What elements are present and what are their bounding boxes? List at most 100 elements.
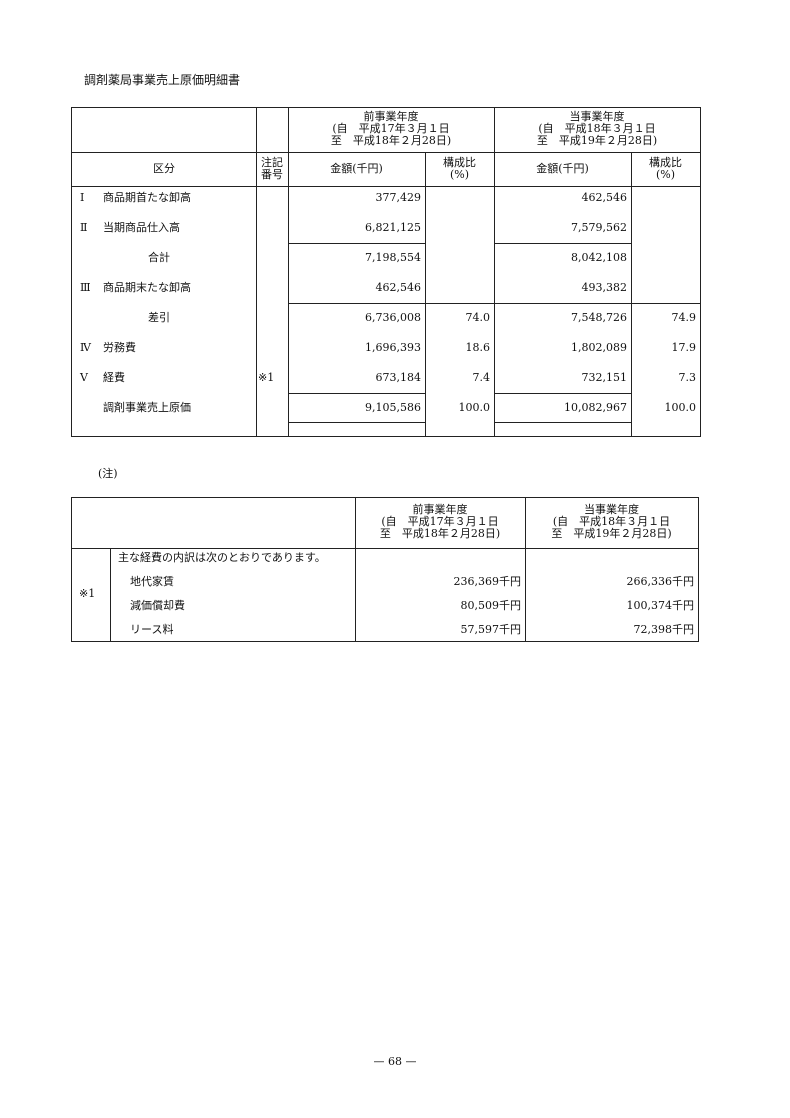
row-label: 差引 [148,311,170,324]
prev-ratio: 100.0 [458,401,491,414]
row-number: Ⅴ [80,371,88,384]
curr-ratio: 17.9 [671,341,697,354]
divider [631,152,632,436]
prev-amount: 6,736,008 [365,311,421,324]
period-from: (自 平成18年３月１日 [552,515,671,528]
prev-period-header: 前事業年度 (自 平成17年３月１日 至 平成18年２月28日) [355,504,525,540]
period-from: (自 平成17年３月１日 [332,122,450,135]
curr-amount: 7,579,562 [571,221,627,234]
period-to: 至 平成19年２月28日) [551,527,672,540]
col-prev-ratio: 構成比 (%) [425,157,494,181]
row-label: 経費 [103,371,125,384]
row-label: 調剤事業売上原価 [103,401,191,414]
row-number: Ⅰ [80,191,85,204]
prev-value: 236,369千円 [453,575,522,588]
prev-amount: 7,198,554 [365,251,421,264]
curr-ratio: 100.0 [664,401,697,414]
period-label: 前事業年度 [412,503,468,516]
col-curr-amount: 金額(千円) [536,162,589,175]
curr-amount: 462,546 [581,191,628,204]
note-intro: 主な経費の内訳は次のとおりであります。 [118,551,326,564]
row-label: 減価償却費 [130,599,185,612]
prev-value: 57,597千円 [460,623,522,636]
divider [72,548,698,549]
curr-amount: 1,802,089 [571,341,627,354]
table1-border [71,107,701,437]
document-title: 調剤薬局事業売上原価明細書 [84,73,241,87]
divider [525,498,526,641]
curr-period-header: 当事業年度 (自 平成18年３月１日 至 平成19年２月28日) [494,111,700,147]
divider [110,548,111,641]
col-curr-ratio: 構成比 (%) [631,157,700,181]
divider [425,152,426,436]
prev-ratio: 18.6 [465,341,491,354]
prev-amount: 9,105,586 [365,401,421,414]
row-number: Ⅲ [80,281,91,294]
row-number: Ⅳ [80,341,91,354]
curr-value: 72,398千円 [633,623,695,636]
row-label: 商品期末たな卸高 [103,281,191,294]
period-label: 当事業年度 [569,110,625,123]
prev-ratio: 7.4 [472,371,491,384]
col-ratio-line: 構成比 [443,156,476,169]
period-to: 至 平成18年２月28日) [330,134,452,147]
prev-ratio: 74.0 [465,311,491,324]
divider [494,393,631,394]
row-note: ※1 [258,371,275,384]
note-mark: ※1 [79,587,96,600]
divider [288,422,425,423]
col-ratio-line: (%) [449,168,470,181]
curr-amount: 10,082,967 [564,401,627,414]
col-note-line: 注記 [261,156,283,169]
row-label: 合計 [148,251,170,264]
curr-ratio: 74.9 [671,311,697,324]
curr-value: 266,336千円 [626,575,695,588]
divider [256,108,257,436]
col-ratio-line: 構成比 [649,156,682,169]
prev-amount: 1,696,393 [365,341,421,354]
curr-period-header: 当事業年度 (自 平成18年３月１日 至 平成19年２月28日) [525,504,698,540]
curr-amount: 493,382 [581,281,628,294]
col-note: 注記 番号 [256,157,288,181]
divider [72,152,700,153]
col-prev-amount: 金額(千円) [330,162,383,175]
notes-heading: (注) [98,467,118,480]
curr-amount: 732,151 [581,371,628,384]
divider [494,243,631,244]
col-note-line: 番号 [261,168,283,181]
row-number: Ⅱ [80,221,88,234]
prev-value: 80,509千円 [460,599,522,612]
period-to: 至 平成18年２月28日) [379,527,501,540]
divider [355,498,356,641]
col-category: 区分 [153,162,175,175]
prev-period-header: 前事業年度 (自 平成17年３月１日 至 平成18年２月28日) [288,111,494,147]
curr-value: 100,374千円 [626,599,695,612]
divider [288,303,700,304]
row-label: 地代家賃 [130,575,174,588]
divider [494,108,495,436]
divider [288,108,289,436]
prev-amount: 6,821,125 [365,221,421,234]
curr-amount: 7,548,726 [571,311,627,324]
row-label: 労務費 [103,341,136,354]
divider [72,186,700,187]
row-label: 商品期首たな卸高 [103,191,191,204]
page-number: — 68 — [373,1055,417,1068]
divider [288,243,425,244]
period-from: (自 平成17年３月１日 [381,515,499,528]
prev-amount: 462,546 [375,281,422,294]
prev-amount: 673,184 [375,371,422,384]
divider [494,422,631,423]
period-to: 至 平成19年２月28日) [536,134,658,147]
curr-amount: 8,042,108 [571,251,627,264]
period-label: 当事業年度 [584,503,639,516]
row-label: 当期商品仕入高 [103,221,180,234]
curr-ratio: 7.3 [678,371,697,384]
prev-amount: 377,429 [375,191,422,204]
period-label: 前事業年度 [363,110,419,123]
col-ratio-line: (%) [655,168,676,181]
table2-border [71,497,699,642]
row-label: リース料 [130,623,174,636]
period-from: (自 平成18年３月１日 [538,122,656,135]
